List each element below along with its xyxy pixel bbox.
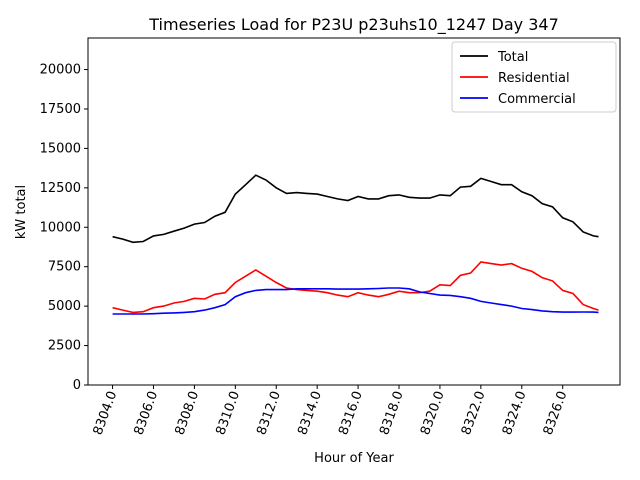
x-tick-label: 8322.0: [459, 389, 489, 437]
x-axis-label: Hour of Year: [314, 451, 394, 466]
x-tick-label: 8304.0: [91, 389, 121, 437]
x-tick-label: 8312.0: [254, 389, 284, 437]
series-line-total: [112, 174, 599, 244]
series-line-commercial: [112, 287, 599, 315]
legend: Total Residential Commercial: [451, 41, 617, 113]
y-tick-label: 15000: [40, 141, 81, 156]
legend-label-residential: Residential: [498, 71, 570, 86]
plot-frame: [87, 37, 621, 386]
y-tick-label: 17500: [40, 102, 81, 117]
x-tick-label: 8308.0: [173, 389, 203, 437]
x-tick-label: 8306.0: [132, 389, 162, 437]
x-tick-label: 8324.0: [500, 389, 530, 437]
y-tick-label: 12500: [40, 181, 81, 196]
x-tick-label: 8320.0: [418, 389, 448, 437]
y-tick-label: 7500: [48, 260, 81, 275]
legend-label-commercial: Commercial: [498, 92, 576, 107]
series-line-residential: [112, 261, 599, 314]
x-tick-label: 8326.0: [541, 389, 571, 437]
y-tick-label: 2500: [48, 339, 81, 354]
x-tick-label: 8318.0: [377, 389, 407, 437]
x-tick-label: 8314.0: [295, 389, 325, 437]
x-tick-label: 8310.0: [213, 389, 243, 437]
chart-title: Timeseries Load for P23U p23uhs10_1247 D…: [148, 15, 559, 35]
y-tick-label: 0: [73, 378, 81, 393]
y-tick-label: 10000: [40, 220, 81, 235]
y-tick-label: 5000: [48, 299, 81, 314]
y-axis-label: kW total: [14, 185, 29, 239]
legend-box: [451, 41, 617, 113]
y-tick-label: 20000: [40, 63, 81, 78]
legend-label-total: Total: [497, 50, 528, 65]
x-tick-label: 8316.0: [336, 389, 366, 437]
